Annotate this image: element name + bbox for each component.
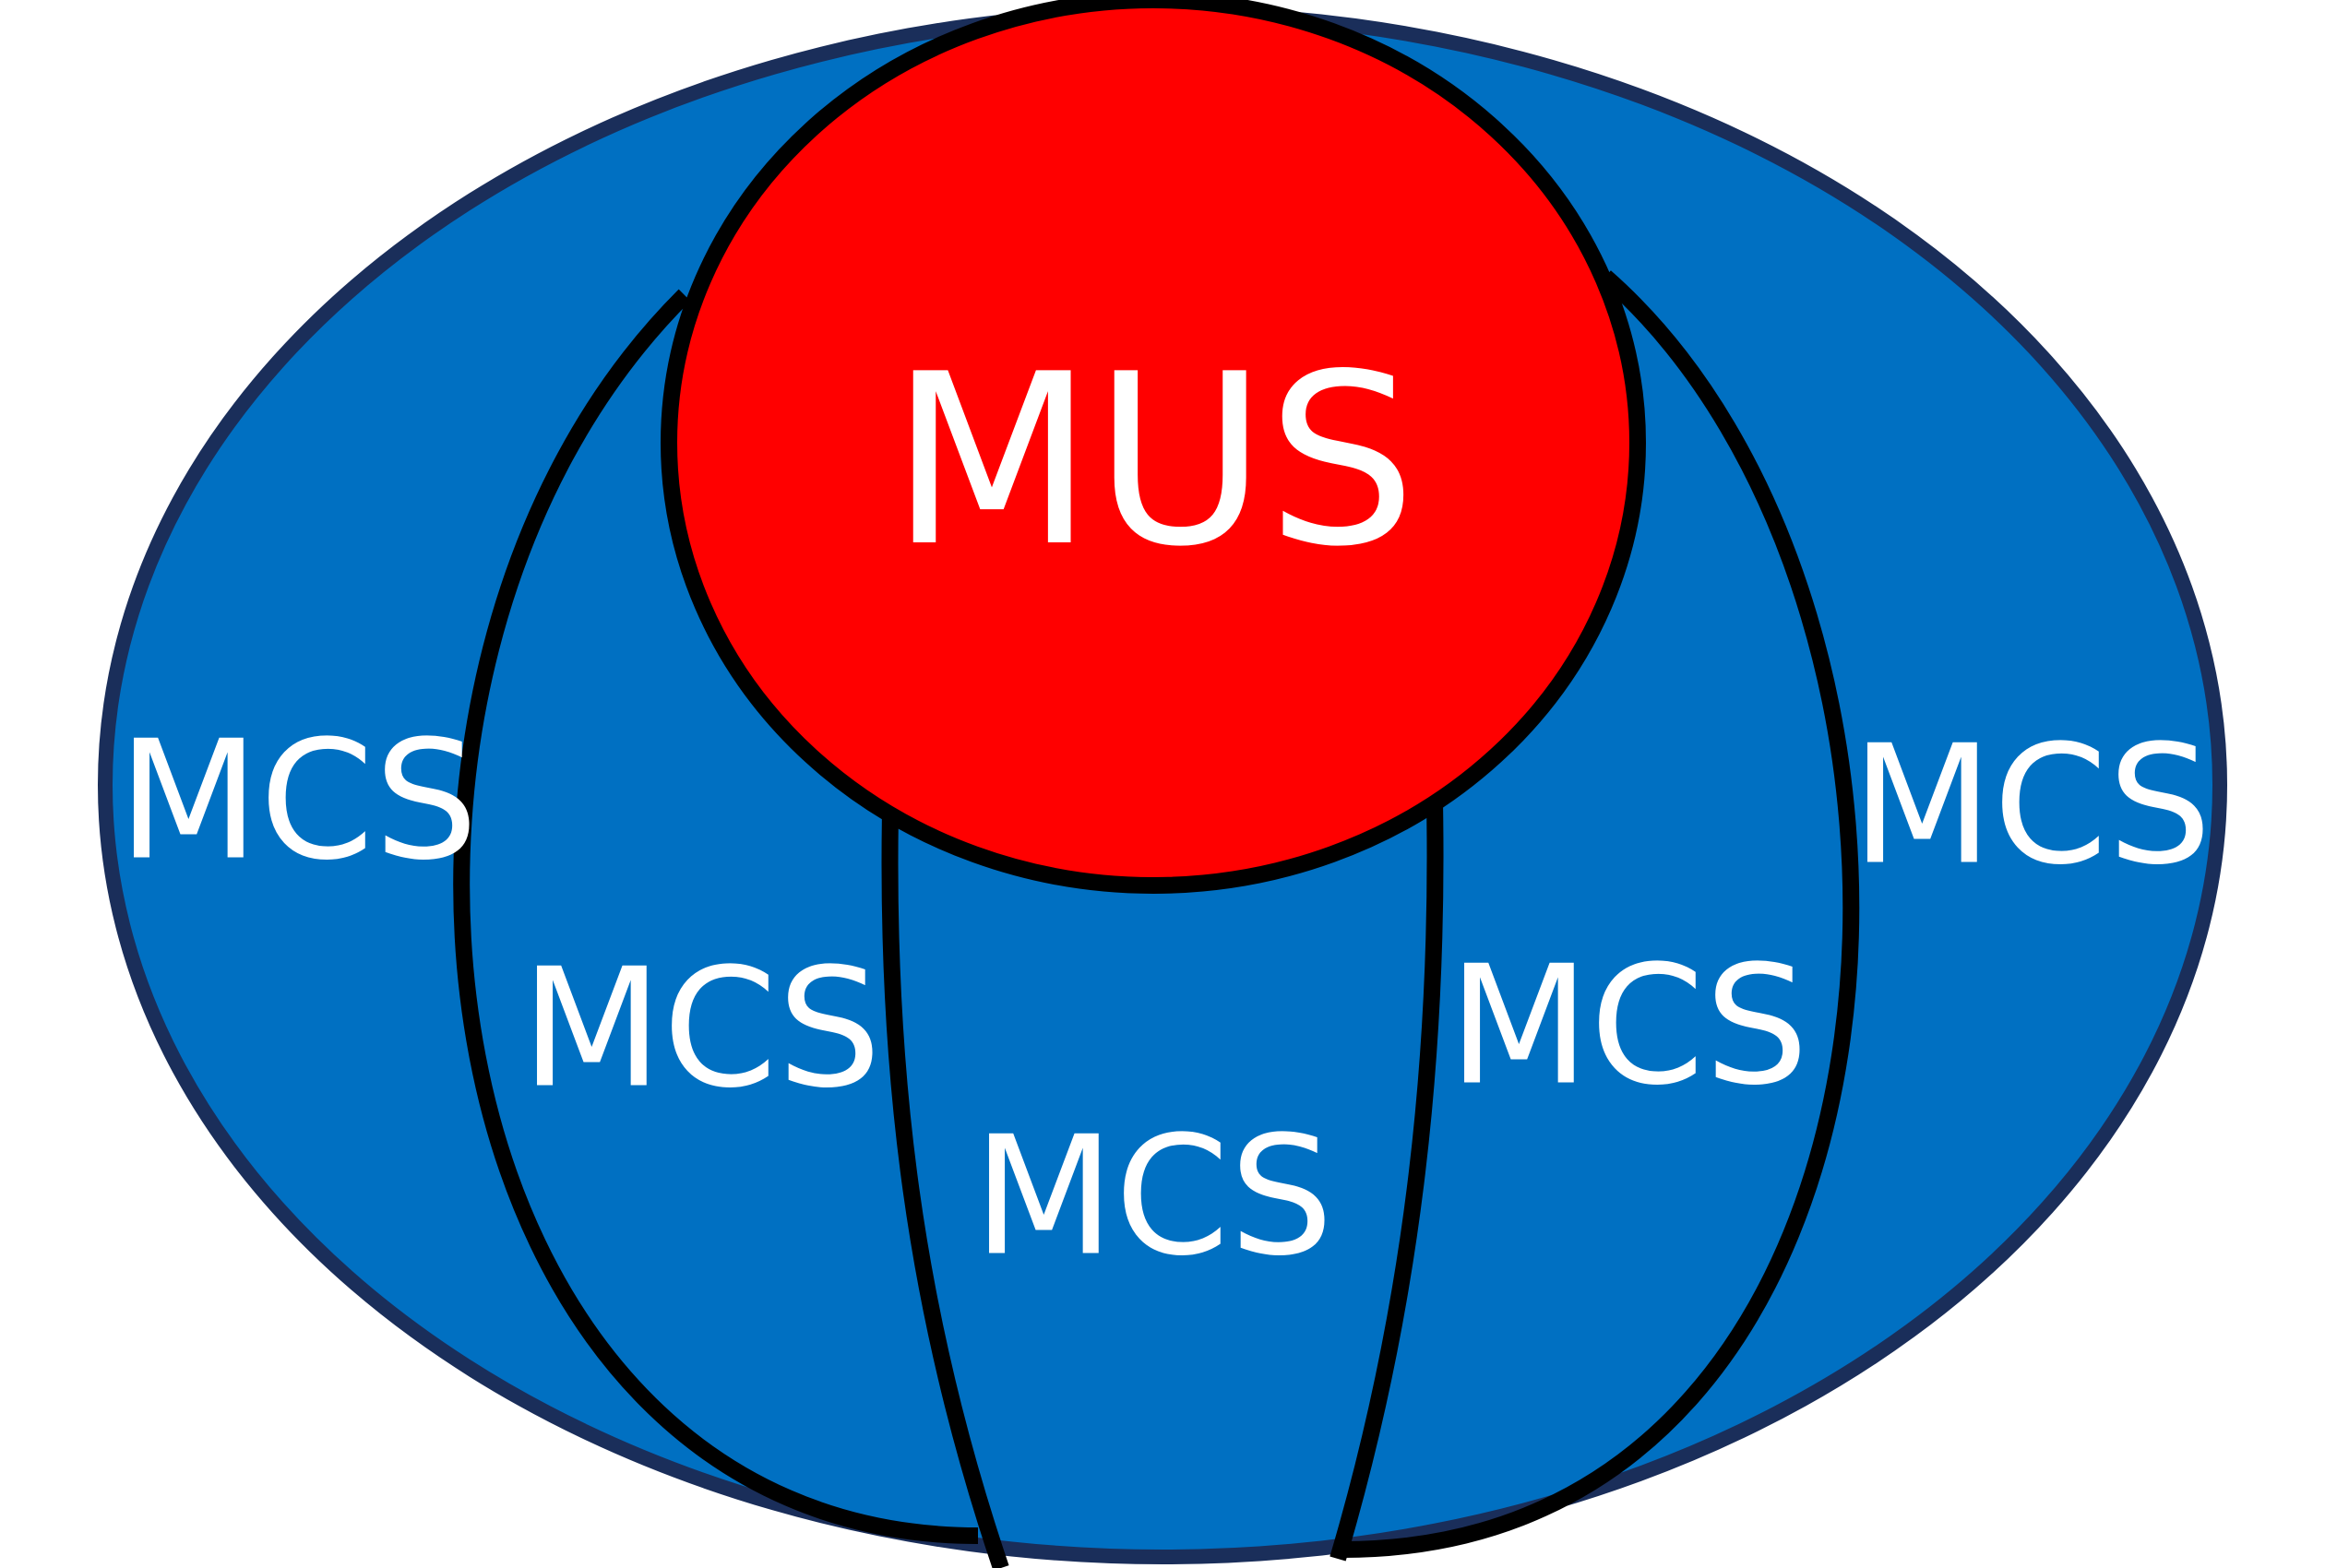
inner-right-boundary <box>1329 802 1444 1562</box>
mcs-label-outer-right: MCS <box>1852 710 2212 901</box>
right-region-boundary <box>1341 270 1860 1558</box>
mcs-label-bottom-center: MCS <box>973 1101 1334 1292</box>
inner-left-boundary <box>881 811 1009 1568</box>
mcs-label-inner-left: MCS <box>521 933 882 1124</box>
mcs-label-inner-right: MCS <box>1449 931 1809 1122</box>
mcs-label-outer-left: MCS <box>118 706 479 897</box>
mus-ellipse <box>661 0 1646 894</box>
mus-label: MUS <box>890 324 1417 599</box>
left-region-boundary <box>453 289 979 1544</box>
